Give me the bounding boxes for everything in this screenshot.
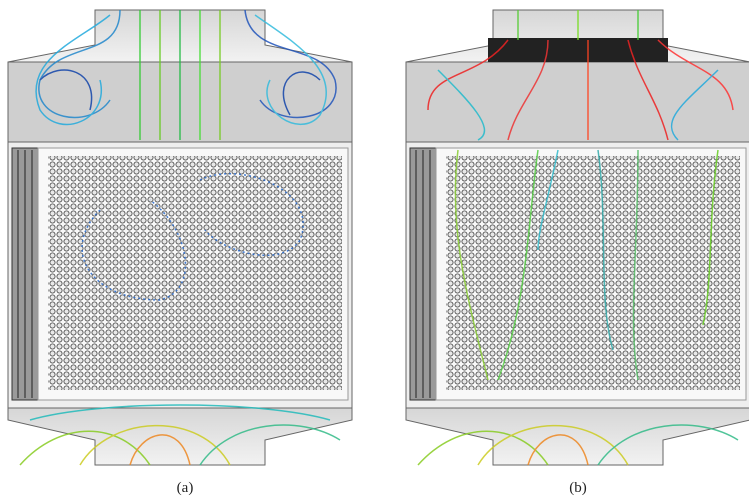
panel-label: (b) xyxy=(569,480,587,496)
nozzle-manifold xyxy=(488,38,668,62)
panel-a xyxy=(7,9,353,466)
streamlines xyxy=(19,9,341,466)
panel-b xyxy=(405,9,749,466)
panel-label: (a) xyxy=(177,480,194,496)
streamlines xyxy=(417,10,739,466)
